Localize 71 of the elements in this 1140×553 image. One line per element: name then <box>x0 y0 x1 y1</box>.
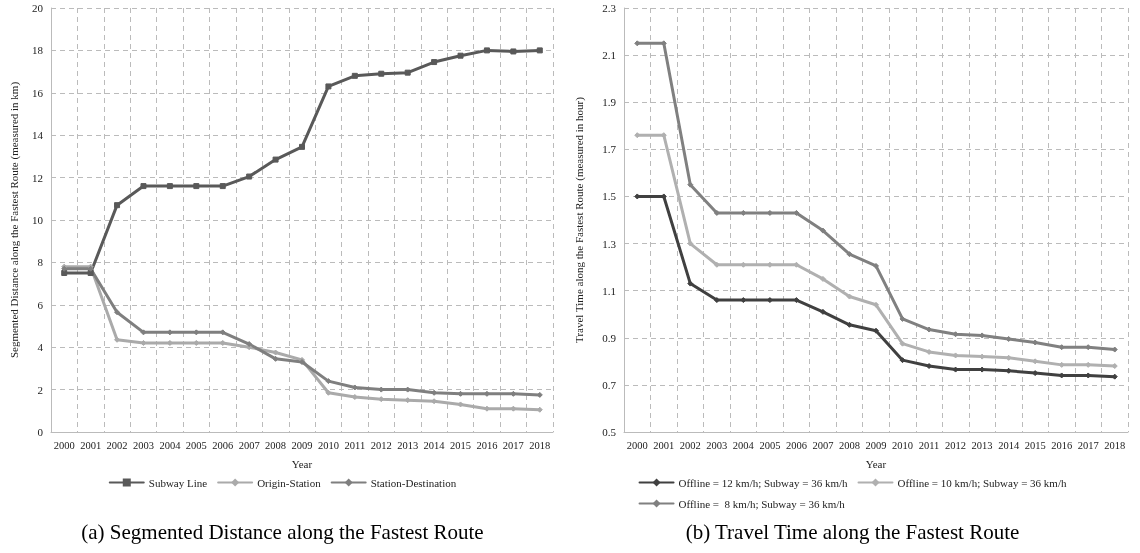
y-tick-label: 1.9 <box>602 96 617 109</box>
x-tick-label: 2012 <box>370 440 392 451</box>
y-tick-label: 4 <box>37 341 44 354</box>
x-tick-label: 2000 <box>626 440 648 451</box>
x-tick-label: 2002 <box>106 440 128 451</box>
x-tick-label: 2016 <box>1051 440 1073 451</box>
x-tick-label: 2000 <box>53 440 75 451</box>
text: (a) Segmented Distance along the Fastest Route <box>81 519 484 544</box>
y-tick-label: 2.3 <box>602 2 617 14</box>
y-axis-title: Travel Time along the Fastest Route (measured in hour) <box>572 96 586 343</box>
x-tick-label: 2016 <box>476 440 498 451</box>
y-tick-label: 0 <box>37 426 44 438</box>
x-tick-label: 2008 <box>838 440 860 451</box>
x-tick-label: 2017 <box>1077 440 1099 451</box>
y-tick-label: 6 <box>37 298 44 311</box>
y-tick-label: 2.1 <box>602 49 616 62</box>
x-tick-label: 2011 <box>344 440 366 451</box>
x-tick-label: 2007 <box>812 440 834 451</box>
x-tick-label: 2013 <box>397 440 419 451</box>
y-tick-label: 0.7 <box>602 378 617 391</box>
x-tick-label: 2010 <box>317 440 339 451</box>
x-tick-label: 2014 <box>423 440 446 451</box>
x-tick-label: 2007 <box>238 440 260 451</box>
legend-label: Station-Destination <box>370 476 457 489</box>
x-axis-title: Year <box>865 457 887 470</box>
x-tick-label: 2013 <box>971 440 993 451</box>
legend-label: Offline = 10 km/h; Subway = 36 km/h <box>897 476 1067 489</box>
x-tick-label: 2004 <box>732 440 755 451</box>
y-tick-label: 20 <box>32 2 44 14</box>
x-tick-label: 2009 <box>291 440 313 451</box>
x-tick-label: 2012 <box>945 440 967 451</box>
y-tick-label: 0.5 <box>602 426 617 438</box>
y-tick-label: 0.9 <box>602 331 617 344</box>
y-tick-label: 1.5 <box>602 190 617 203</box>
x-tick-label: 2002 <box>679 440 701 451</box>
x-tick-label: 2004 <box>159 440 182 451</box>
x-tick-label: 2011 <box>918 440 940 451</box>
x-tick-label: 2001 <box>80 440 102 451</box>
y-tick-label: 8 <box>37 256 44 269</box>
x-tick-label: 2018 <box>1104 440 1126 451</box>
y-tick-label: 2 <box>37 383 43 396</box>
y-tick-label: 1.1 <box>602 284 616 297</box>
x-tick-label: 2010 <box>892 440 914 451</box>
y-tick-label: 18 <box>32 44 44 57</box>
x-tick-label: 2015 <box>450 440 472 451</box>
x-tick-label: 2001 <box>653 440 675 451</box>
y-tick-label: 12 <box>32 171 43 184</box>
y-axis-title: Segmented Distance along the Fastest Route (measured in km) <box>7 81 21 359</box>
x-tick-label: 2008 <box>265 440 287 451</box>
legend-label: Offline = 12 km/h; Subway = 36 km/h <box>678 476 848 489</box>
legend-label: Offline = 8 km/h; Subway = 36 km/h <box>678 497 846 510</box>
y-tick-label: 1.3 <box>602 237 617 250</box>
y-tick-label: 16 <box>32 86 44 99</box>
x-axis-title: Year <box>291 457 313 470</box>
x-tick-label: 2015 <box>1024 440 1046 451</box>
legend-label: Origin-Station <box>257 476 322 489</box>
x-tick-label: 2018 <box>529 440 551 451</box>
x-tick-label: 2014 <box>998 440 1020 451</box>
y-tick-label: 10 <box>32 214 44 226</box>
legend-label: Subway Line <box>148 476 208 489</box>
x-tick-label: 2006 <box>785 440 807 451</box>
text: (b) Travel Time along the Fastest Route <box>685 519 1020 544</box>
y-tick-label: 14 <box>32 129 44 142</box>
x-tick-label: 2005 <box>185 440 207 451</box>
x-tick-label: 2009 <box>865 440 887 451</box>
x-tick-label: 2003 <box>132 440 154 451</box>
y-tick-label: 1.7 <box>602 143 617 156</box>
x-tick-label: 2003 <box>706 440 728 451</box>
x-tick-label: 2006 <box>212 440 234 451</box>
x-tick-label: 2017 <box>502 440 524 451</box>
x-tick-label: 2005 <box>759 440 781 451</box>
